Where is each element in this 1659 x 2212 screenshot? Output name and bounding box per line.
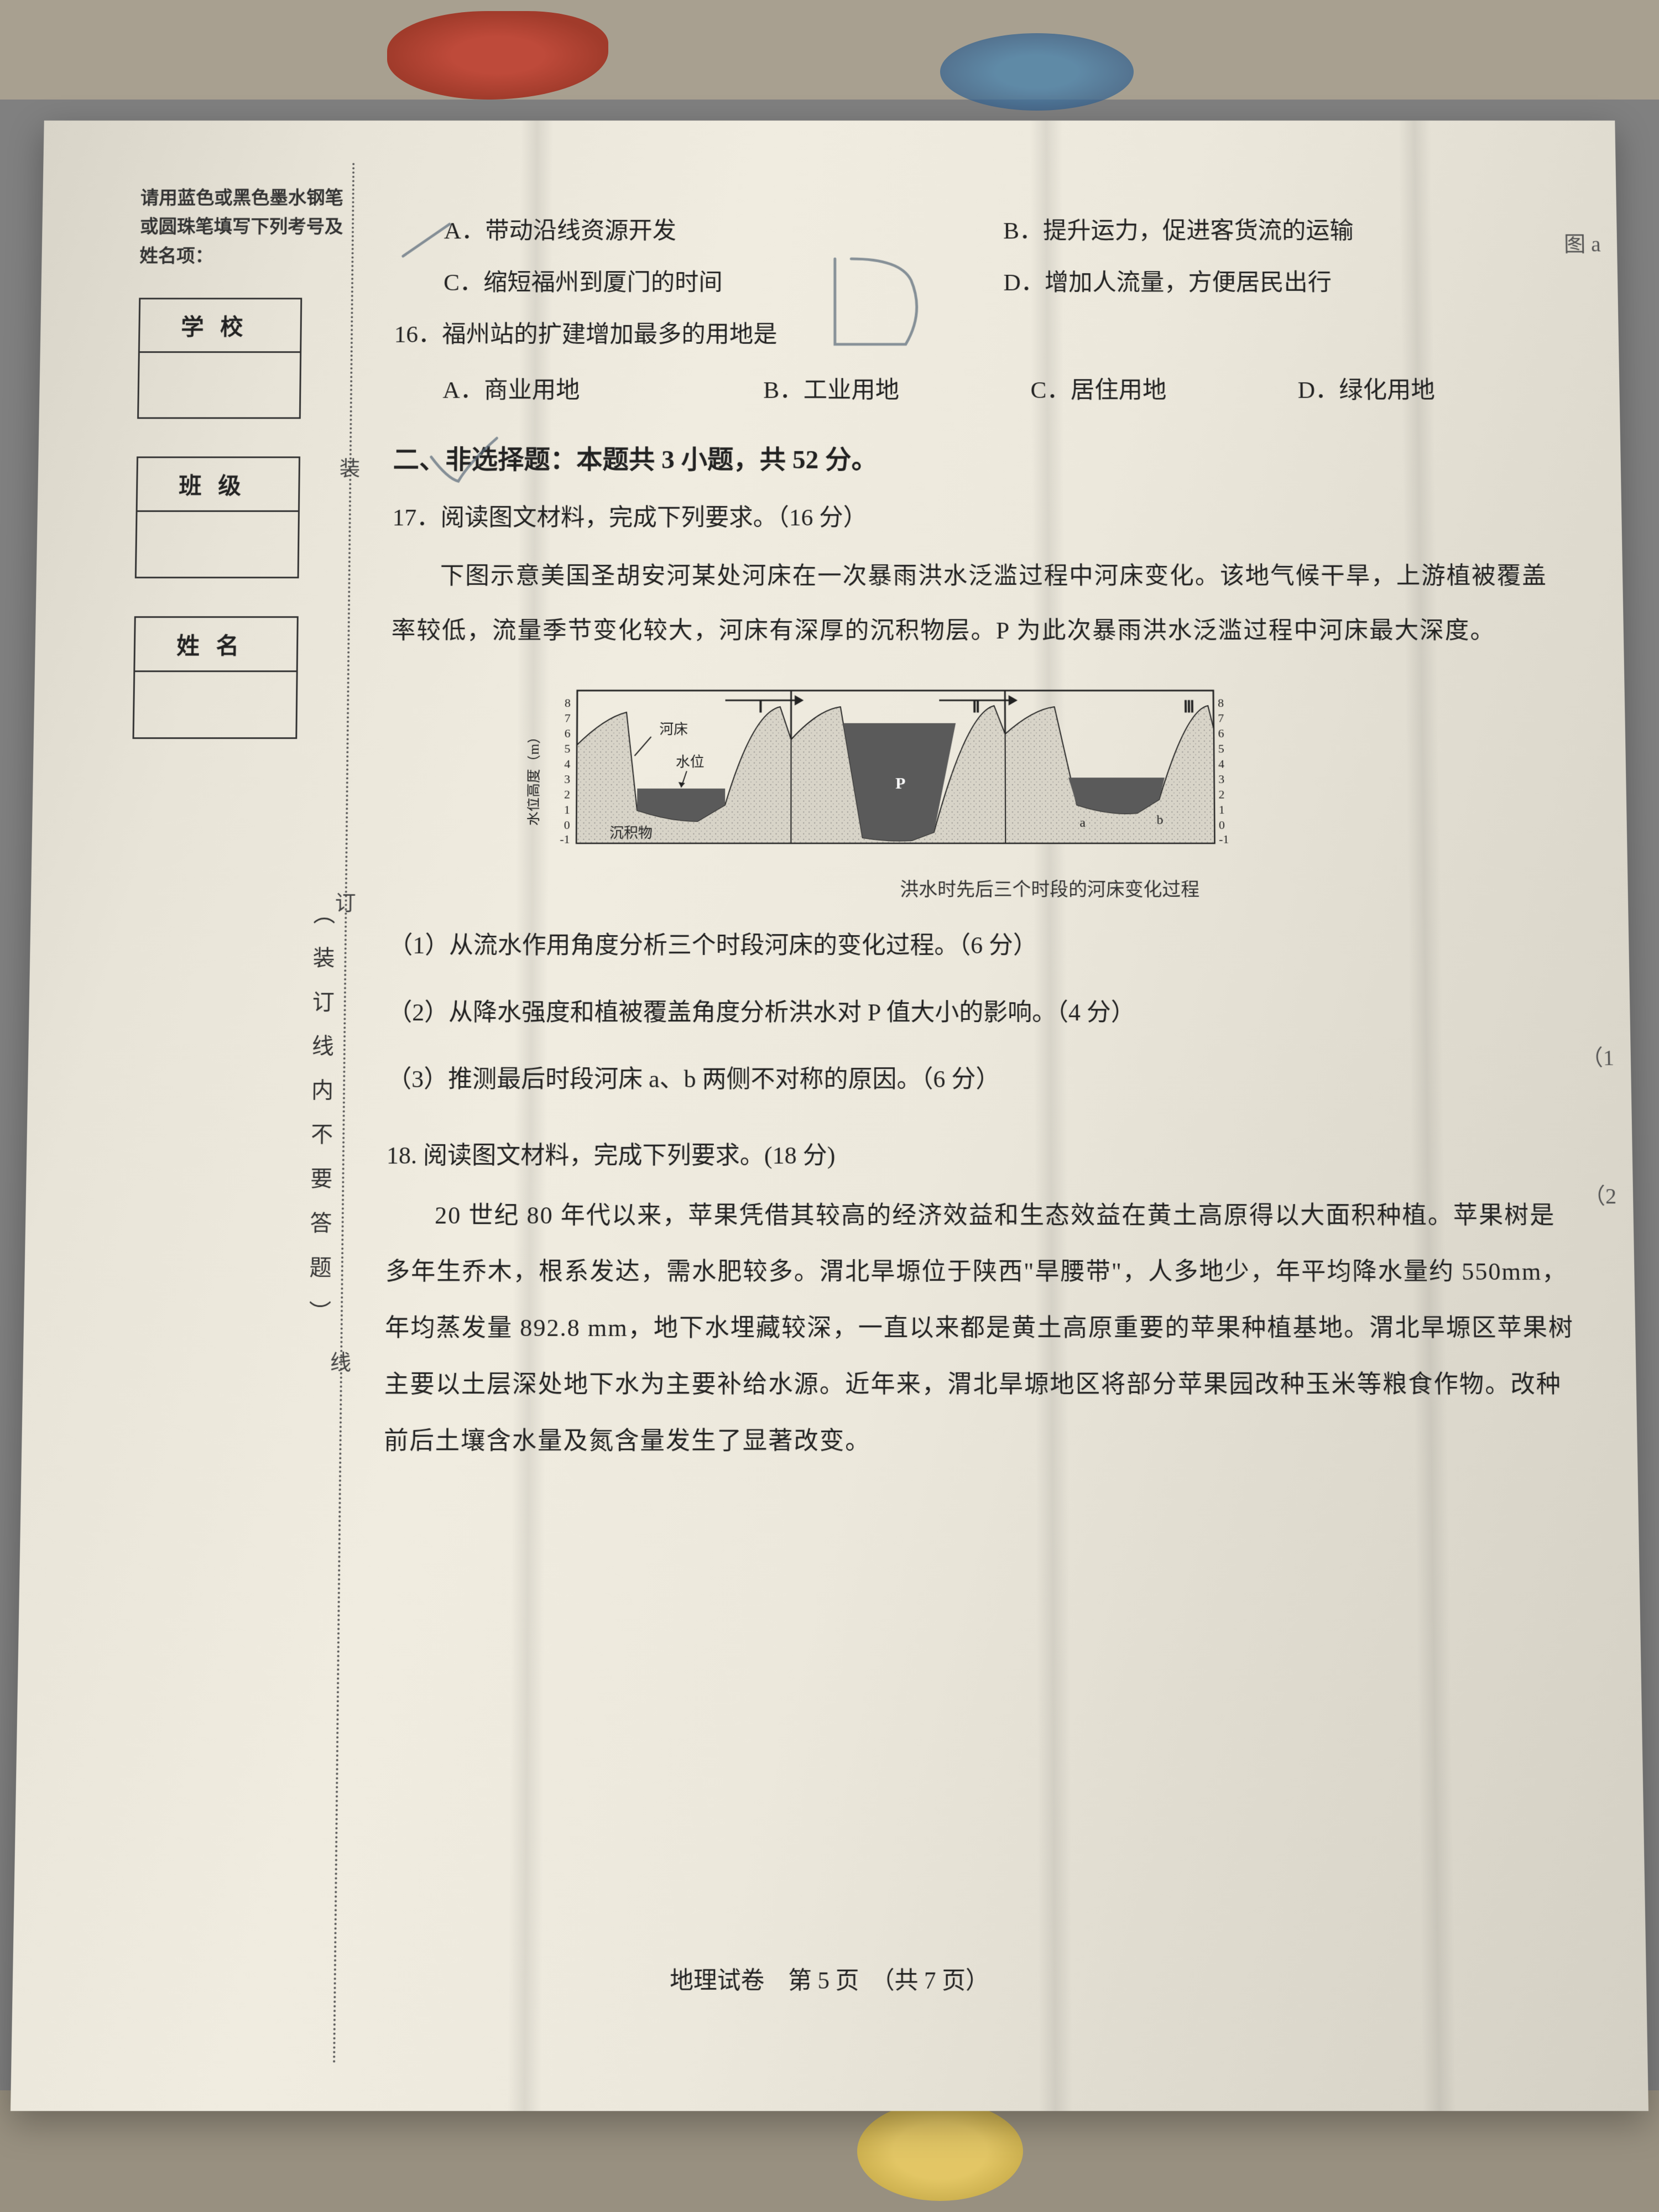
edge-text-1: 图 a [1564,227,1601,258]
q15-option-b: B．提升运力，促进客货流的运输 [1003,206,1563,257]
svg-text:a: a [1079,816,1086,830]
class-field[interactable] [137,512,298,577]
school-box: 学校 [137,298,302,419]
section-2-title: 二、非选择题：本题共 3 小题，共 52 分。 [393,439,1566,476]
yticks-left: 8 7 6 5 4 3 2 1 0 -1 [560,697,571,846]
diagram-ylabel: 水位高度（m） [527,730,542,826]
q17-sub3: （3）推测最后时段河床 a、b 两侧不对称的原因。（6 分） [387,1051,1577,1107]
svg-text:1: 1 [1219,804,1225,817]
q18-stem: 18. 阅读图文材料，完成下列要求。(18 分) [387,1129,1578,1183]
binding-vertical-text: （装订线内不要答题） [301,902,338,1345]
svg-text:3: 3 [1218,773,1224,786]
q17-sub1: （1）从流水作用角度分析三个时段河床的变化过程。（6 分） [388,918,1574,973]
panel-3: a b Ⅲ [1005,699,1214,844]
svg-text:7: 7 [565,712,571,725]
diagram-caption: 洪水时先后三个时段的河床变化过程 [526,874,1573,901]
svg-text:b: b [1156,813,1163,827]
exam-paper: 请用蓝色或黑色墨水钢笔或圆珠笔填写下列考号及姓名项： 学校 班级 姓名 装 订 … [11,121,1648,2111]
edge-text-3: （2 [1583,1178,1616,1210]
svg-text:8: 8 [1218,697,1224,710]
q16-option-d: D．绿化用地 [1297,365,1565,417]
svg-text:Ⅱ: Ⅱ [972,699,980,717]
panel-2: P Ⅱ [791,699,1005,844]
class-box: 班级 [135,457,300,578]
binding-marker-xian: 线 [330,1345,352,1376]
binding-marker-zhuang: 装 [340,452,361,482]
exam-content: A．带动沿线资源开发 B．提升运力，促进客货流的运输 C．缩短福州到厦门的时间 … [384,206,1582,1481]
class-label: 班级 [138,458,299,512]
blanket-pattern-yellow [857,2101,1023,2201]
svg-text:河床: 河床 [659,722,688,738]
riverbed-svg: 水位高度（m） 8 7 6 5 4 3 2 1 0 -1 [527,680,1243,865]
q15-row1: A．带动沿线资源开发 B．提升运力，促进客货流的运输 [395,206,1563,257]
q17-sub2: （2）从降水强度和植被覆盖角度分析洪水对 P 值大小的影响。（4 分） [388,984,1575,1040]
svg-text:Ⅰ: Ⅰ [758,699,763,717]
svg-text:3: 3 [564,773,570,786]
name-field[interactable] [134,672,296,738]
q16-option-b: B．工业用地 [763,365,1030,417]
svg-text:-1: -1 [1219,833,1229,846]
name-label: 姓名 [135,618,296,672]
school-field[interactable] [139,353,300,417]
blanket-pattern-red [387,11,608,100]
svg-text:2: 2 [1218,788,1224,801]
page-footer: 地理试卷 第 5 页 （共 7 页） [12,1961,1646,1996]
svg-text:水位: 水位 [676,754,705,770]
svg-text:6: 6 [1218,727,1224,740]
svg-text:沉积物: 沉积物 [609,825,653,841]
pencil-mark-check [420,430,508,489]
svg-text:6: 6 [565,727,571,740]
pen-instruction: 请用蓝色或黑色墨水钢笔或圆珠笔填写下列考号及姓名项： [139,184,347,271]
svg-text:5: 5 [1218,742,1224,755]
q15-option-d: D．增加人流量，方便居民出行 [1003,257,1563,309]
svg-text:P: P [895,775,905,792]
q16-option-a: A．商业用地 [393,365,763,417]
school-label: 学校 [140,300,301,353]
q16-stem: 16．福州站的扩建增加最多的用地是 [394,309,1564,361]
pencil-mark-d [818,243,938,361]
pencil-mark-slash [395,216,461,264]
svg-text:4: 4 [1218,758,1224,771]
q16-option-c: C．居住用地 [1030,365,1298,417]
svg-text:5: 5 [564,742,570,755]
svg-text:1: 1 [564,804,570,817]
svg-text:8: 8 [565,697,571,710]
background-blanket-top [0,0,1659,100]
edge-text-2: （1 [1580,1040,1614,1072]
q17-stem: 17．阅读图文材料，完成下列要求。（16 分） [392,492,1567,544]
riverbed-diagram: 水位高度（m） 8 7 6 5 4 3 2 1 0 -1 [526,680,1573,901]
svg-text:2: 2 [564,788,570,801]
panel-1: 河床 水位 沉积物 Ⅰ [576,699,791,844]
blanket-pattern-blue [940,33,1134,111]
yticks-right: 8 7 6 5 4 3 2 1 0 -1 [1218,697,1229,846]
q17-paragraph: 下图示意美国圣胡安河某处河床在一次暴雨洪水泛滥过程中河床变化。该地气候干旱，上游… [391,549,1569,658]
svg-text:4: 4 [564,758,570,771]
name-box: 姓名 [133,617,299,739]
svg-text:7: 7 [1218,712,1224,725]
svg-text:Ⅲ: Ⅲ [1183,699,1195,717]
answer-sheet-sidebar: 请用蓝色或黑色墨水钢笔或圆珠笔填写下列考号及姓名项： 学校 班级 姓名 [132,184,347,777]
q15-row2: C．缩短福州到厦门的时间 D．增加人流量，方便居民出行 [394,257,1563,309]
svg-text:-1: -1 [560,833,570,846]
q16-options: A．商业用地 B．工业用地 C．居住用地 D．绿化用地 [393,365,1565,417]
svg-text:0: 0 [564,818,570,832]
q18-paragraph: 20 世纪 80 年代以来，苹果凭借其较高的经济效益和生态效益在黄土高原得以大面… [384,1187,1582,1470]
svg-text:0: 0 [1219,818,1225,832]
